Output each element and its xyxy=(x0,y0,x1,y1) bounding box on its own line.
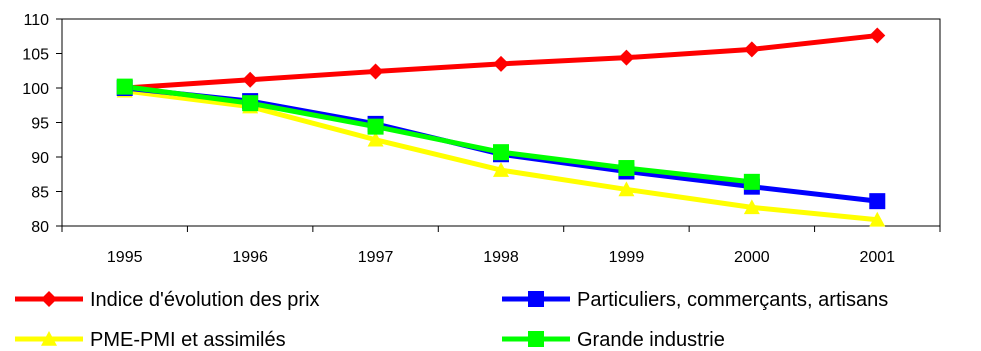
series-2-point xyxy=(493,162,509,177)
y-tick-label: 105 xyxy=(22,47,49,64)
x-tick-label: 1996 xyxy=(232,249,268,266)
series-0-point xyxy=(493,55,509,72)
legend-swatch-marker xyxy=(41,291,57,307)
y-tick-label: 95 xyxy=(31,116,49,133)
y-axis: 80 85 90 95 100 105 110 xyxy=(22,12,62,236)
legend-label: PME-PMI et assimilés xyxy=(90,329,286,351)
legend-label: Indice d'évolution des prix xyxy=(90,289,320,311)
x-tick-label: 1998 xyxy=(483,249,519,266)
series-markers xyxy=(116,27,886,227)
y-tick-label: 90 xyxy=(31,150,49,167)
legend-item-1: Particuliers, commerçants, artisans xyxy=(502,289,888,311)
legend-item-2: PME-PMI et assimilés xyxy=(15,329,286,351)
y-tick-label: 80 xyxy=(31,219,49,236)
series-line-3 xyxy=(124,84,753,185)
y-tick-label: 85 xyxy=(31,185,49,202)
x-tick-label: 2001 xyxy=(859,249,895,266)
x-tick-label: 1997 xyxy=(358,249,394,266)
x-tick-label: 1995 xyxy=(107,249,143,266)
legend-label: Particuliers, commerçants, artisans xyxy=(577,289,888,311)
legend-item-0: Indice d'évolution des prix xyxy=(15,289,320,311)
legend-label: Grande industrie xyxy=(577,329,725,351)
series-0-point xyxy=(242,71,259,88)
series-2-point xyxy=(367,131,384,147)
x-tick-label: 2000 xyxy=(734,249,770,266)
series-0-point xyxy=(743,41,760,58)
series-2-point xyxy=(869,211,886,227)
series-3-point xyxy=(493,144,509,161)
series-2-point xyxy=(618,181,635,197)
series-2-point xyxy=(743,199,760,215)
legend: Indice d'évolution des prix Particuliers,… xyxy=(15,289,888,351)
series-3-point xyxy=(743,173,760,190)
series-0-point xyxy=(367,63,384,80)
legend-swatch-marker xyxy=(528,331,544,347)
series-0-point xyxy=(869,27,886,44)
legend-swatch-marker xyxy=(41,331,57,346)
series-3-point xyxy=(618,160,635,177)
x-axis: 1995 1996 1997 1998 1999 2000 2001 xyxy=(61,226,941,266)
legend-swatch-marker xyxy=(528,291,544,307)
y-tick-label: 110 xyxy=(23,12,49,29)
series-3-point xyxy=(116,78,133,95)
series-0-point xyxy=(618,49,635,66)
series-3-point xyxy=(242,95,259,112)
series-1-point xyxy=(869,193,886,210)
legend-item-3: Grande industrie xyxy=(502,329,725,351)
y-tick-label: 100 xyxy=(22,81,49,98)
series-3-point xyxy=(367,118,384,135)
x-tick-label: 1999 xyxy=(609,249,645,266)
